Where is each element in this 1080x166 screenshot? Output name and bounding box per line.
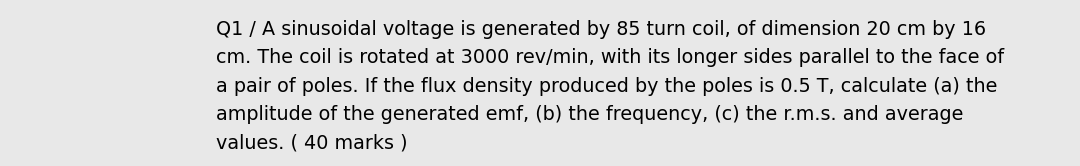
Text: Q1 / A sinusoidal voltage is generated by 85 turn coil, of dimension 20 cm by 16: Q1 / A sinusoidal voltage is generated b…: [216, 20, 1004, 152]
